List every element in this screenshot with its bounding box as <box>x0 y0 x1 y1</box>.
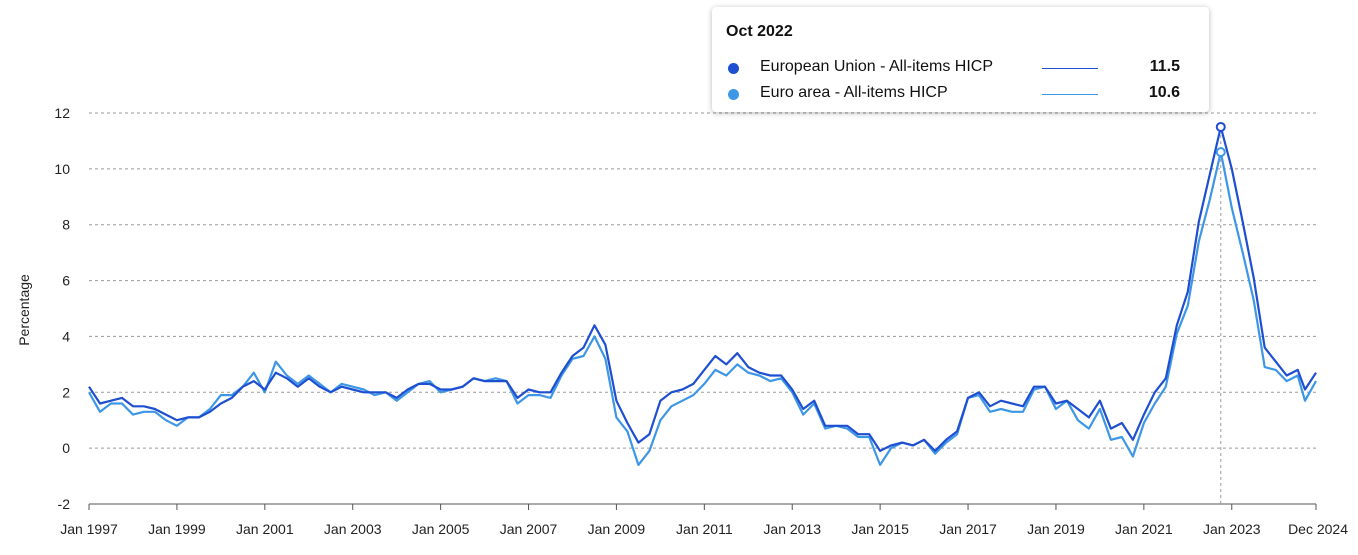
x-tick-label: Jan 2011 <box>676 521 733 537</box>
x-tick-label: Jan 2013 <box>763 521 821 537</box>
y-tick-label: 0 <box>62 440 70 456</box>
series-dot-icon <box>728 89 739 100</box>
tooltip: Oct 2022 European Union - All-items HICP… <box>712 7 1209 112</box>
x-tick-label: Jan 2005 <box>412 521 470 537</box>
y-tick-label: 4 <box>62 328 70 344</box>
hover-point <box>1215 121 1226 132</box>
y-tick-label: -2 <box>58 496 71 512</box>
x-tick-label: Jan 2019 <box>1027 521 1085 537</box>
series-line-icon <box>1042 68 1098 69</box>
y-tick-label: 6 <box>62 273 70 289</box>
hover-markers <box>1215 121 1226 158</box>
tooltip-row-eu: European Union - All-items HICP 11.5 <box>726 58 1196 78</box>
x-tick-label: Jan 2007 <box>500 521 558 537</box>
series-lines[interactable] <box>88 125 1317 466</box>
x-tick-label: Jan 2009 <box>588 521 646 537</box>
x-tick-label: Jan 2001 <box>236 521 294 537</box>
tooltip-title: Oct 2022 <box>726 23 793 40</box>
x-tick-label: Jan 2021 <box>1115 521 1173 537</box>
x-tick-label: Jan 2015 <box>851 521 909 537</box>
x-tick-label: Jan 2017 <box>939 521 997 537</box>
tooltip-row-ea: Euro area - All-items HICP 10.6 <box>726 84 1196 104</box>
y-tick-label: 2 <box>62 384 70 400</box>
y-axis-title: Percentage <box>16 274 32 346</box>
y-tick-label: 12 <box>54 105 70 121</box>
grid-lines <box>89 112 1316 449</box>
tooltip-value: 10.6 <box>1148 84 1180 101</box>
series-line-european-union[interactable] <box>88 125 1317 452</box>
y-tick-label: 8 <box>62 217 70 233</box>
series-line-icon <box>1042 94 1098 95</box>
x-tick-label: Jan 2003 <box>324 521 382 537</box>
x-tick-label: Jan 1997 <box>60 521 118 537</box>
x-tick-label: Jan 2023 <box>1203 521 1261 537</box>
x-axis: Jan 1997 Jan 1999 Jan 2001 Jan 2003 Jan 2005… <box>60 503 1348 537</box>
tooltip-label: European Union - All-items HICP <box>760 58 993 75</box>
y-axis-ticks: -2 0 2 4 6 8 10 12 <box>54 105 70 512</box>
x-tick-label: Dec 2024 <box>1288 521 1348 537</box>
tooltip-value: 11.5 <box>1149 58 1180 75</box>
tooltip-label: Euro area - All-items HICP <box>760 84 948 101</box>
x-tick-label: Jan 1999 <box>148 521 206 537</box>
y-tick-label: 10 <box>54 161 70 177</box>
series-line-euro-area[interactable] <box>88 151 1317 466</box>
series-dot-icon <box>728 63 739 74</box>
hover-point <box>1215 147 1226 158</box>
